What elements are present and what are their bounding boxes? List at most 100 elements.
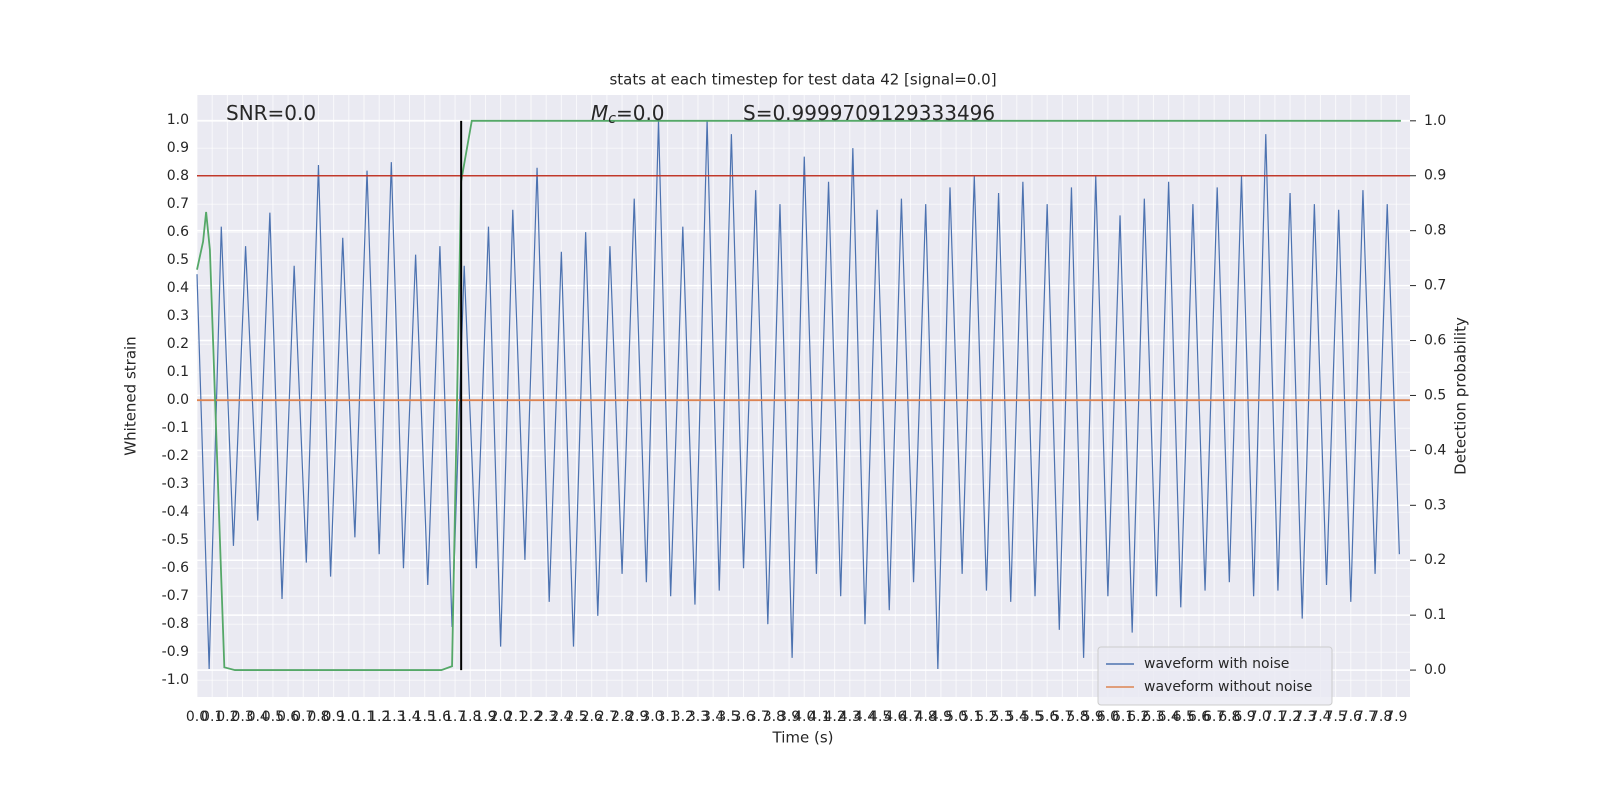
x-tick-label: 2.2 (520, 709, 542, 725)
x-tick-label: 1.3 (383, 709, 405, 725)
x-tick-label: 7.0 (1249, 709, 1271, 725)
x-tick-label: 4.2 (823, 709, 845, 725)
x-tick-label: 4.7 (899, 709, 921, 725)
y-tick-label: 0.2 (167, 336, 189, 352)
y-tick-label: 0.8 (167, 168, 189, 184)
y-tick-label: -0.9 (162, 644, 189, 660)
x-tick-label: 3.0 (641, 709, 663, 725)
y-axis-label: Whitened strain (122, 336, 140, 455)
x-tick-label: 7.3 (1294, 709, 1316, 725)
series-line (196, 119, 1401, 671)
x-tick-label: 6.9 (1233, 709, 1255, 725)
annotation-text: SNR=0.0 (226, 101, 316, 125)
x-tick-label: 6.6 (1188, 709, 1210, 725)
x-tick-label: 5.7 (1051, 709, 1073, 725)
legend-box (1097, 646, 1333, 706)
x-tick-label: 4.9 (930, 709, 952, 725)
x-tick-label: 2.7 (596, 709, 618, 725)
x-tick-label: 0.1 (201, 709, 223, 725)
y2-tick-label: 0.0 (1424, 662, 1446, 678)
legend-label: waveform with noise (1144, 656, 1289, 672)
annotation: Mc=0.0 (591, 101, 665, 128)
x-axis-label: Time (s) (772, 729, 834, 747)
x-tick-label: 7.1 (1264, 709, 1286, 725)
x-tick-label: 3.6 (732, 709, 754, 725)
x-tick-label: 2.1 (505, 709, 527, 725)
y2-tick-label: 0.6 (1424, 333, 1446, 349)
y2-tick-label: 0.3 (1424, 497, 1446, 513)
x-tick-label: 6.8 (1218, 709, 1240, 725)
annotation-text: S=0.9999709129333496 (743, 101, 995, 125)
y-tick-label: -0.7 (162, 588, 189, 604)
y-tick-label: -0.6 (162, 560, 189, 576)
y-tick-label: -0.1 (162, 420, 189, 436)
x-tick-label: 1.6 (429, 709, 451, 725)
y-tick-label: -0.5 (162, 532, 189, 548)
x-tick-label: 2.6 (581, 709, 603, 725)
x-tick-label: 0.8 (307, 709, 329, 725)
x-tick-label: 0.3 (231, 709, 253, 725)
y-tick-label: -0.2 (162, 448, 189, 464)
x-tick-label: 3.8 (763, 709, 785, 725)
x-tick-label: 5.9 (1082, 709, 1104, 725)
x-tick-label: 7.5 (1324, 709, 1346, 725)
x-tick-label: 7.2 (1279, 709, 1301, 725)
x-tick-label: 6.0 (1097, 709, 1119, 725)
x-tick-label: 2.8 (611, 709, 633, 725)
annotation: SNR=0.0 (226, 101, 316, 125)
x-tick-label: 2.3 (535, 709, 557, 725)
x-tick-label: 3.3 (687, 709, 709, 725)
x-tick-label: 6.3 (1142, 709, 1164, 725)
y-tick-label: 0.0 (167, 392, 189, 408)
legend-label: waveform without noise (1144, 679, 1312, 695)
x-tick-label: 1.9 (474, 709, 496, 725)
x-tick-label: 6.5 (1173, 709, 1195, 725)
x-tick-label: 2.5 (565, 709, 587, 725)
x-tick-label: 3.5 (717, 709, 739, 725)
x-tick-label: 7.6 (1340, 709, 1362, 725)
x-tick-label: 4.8 (915, 709, 937, 725)
x-tick-label: 6.4 (1157, 709, 1179, 725)
y-tick-label: 0.9 (167, 140, 189, 156)
x-tick-label: 5.6 (1036, 709, 1058, 725)
y2-tick-label: 0.5 (1424, 387, 1446, 403)
x-tick-label: 3.1 (656, 709, 678, 725)
x-tick-label: 2.9 (626, 709, 648, 725)
x-tick-label: 2.4 (550, 709, 572, 725)
x-tick-label: 4.6 (884, 709, 906, 725)
x-tick-label: 0.5 (262, 709, 284, 725)
x-tick-label: 0.7 (292, 709, 314, 725)
x-tick-label: 5.5 (1021, 709, 1043, 725)
x-tick-label: 6.2 (1127, 709, 1149, 725)
chart-title: stats at each timestep for test data 42 … (609, 71, 996, 89)
x-tick-label: 0.9 (323, 709, 345, 725)
x-tick-label: 3.4 (702, 709, 724, 725)
x-tick-label: 6.7 (1203, 709, 1225, 725)
x-tick-label: 5.1 (960, 709, 982, 725)
y-tick-label: 0.3 (167, 308, 189, 324)
x-tick-label: 3.7 (748, 709, 770, 725)
x-tick-label: 5.8 (1066, 709, 1088, 725)
y-tick-label: -1.0 (162, 672, 189, 688)
y-tick-label: 0.6 (167, 224, 189, 240)
x-tick-label: 0.4 (247, 709, 269, 725)
series-line (196, 120, 1400, 670)
x-tick-label: 1.1 (353, 709, 375, 725)
x-tick-label: 5.2 (975, 709, 997, 725)
y-tick-label: 0.1 (167, 364, 189, 380)
y2-axis-label: Detection probability (1452, 317, 1470, 475)
x-tick-label: 7.7 (1355, 709, 1377, 725)
x-tick-label: 6.1 (1112, 709, 1134, 725)
x-tick-label: 1.0 (338, 709, 360, 725)
y2-tick-label: 0.9 (1424, 168, 1446, 184)
x-tick-label: 0.0 (186, 709, 208, 725)
x-tick-label: 0.6 (277, 709, 299, 725)
annotation: S=0.9999709129333496 (743, 101, 995, 125)
y-tick-label: 1.0 (167, 112, 189, 128)
x-tick-label: 3.2 (672, 709, 694, 725)
x-tick-label: 1.7 (444, 709, 466, 725)
y-tick-label: 0.4 (167, 280, 189, 296)
y2-tick-label: 1.0 (1424, 113, 1446, 129)
x-tick-label: 7.8 (1370, 709, 1392, 725)
